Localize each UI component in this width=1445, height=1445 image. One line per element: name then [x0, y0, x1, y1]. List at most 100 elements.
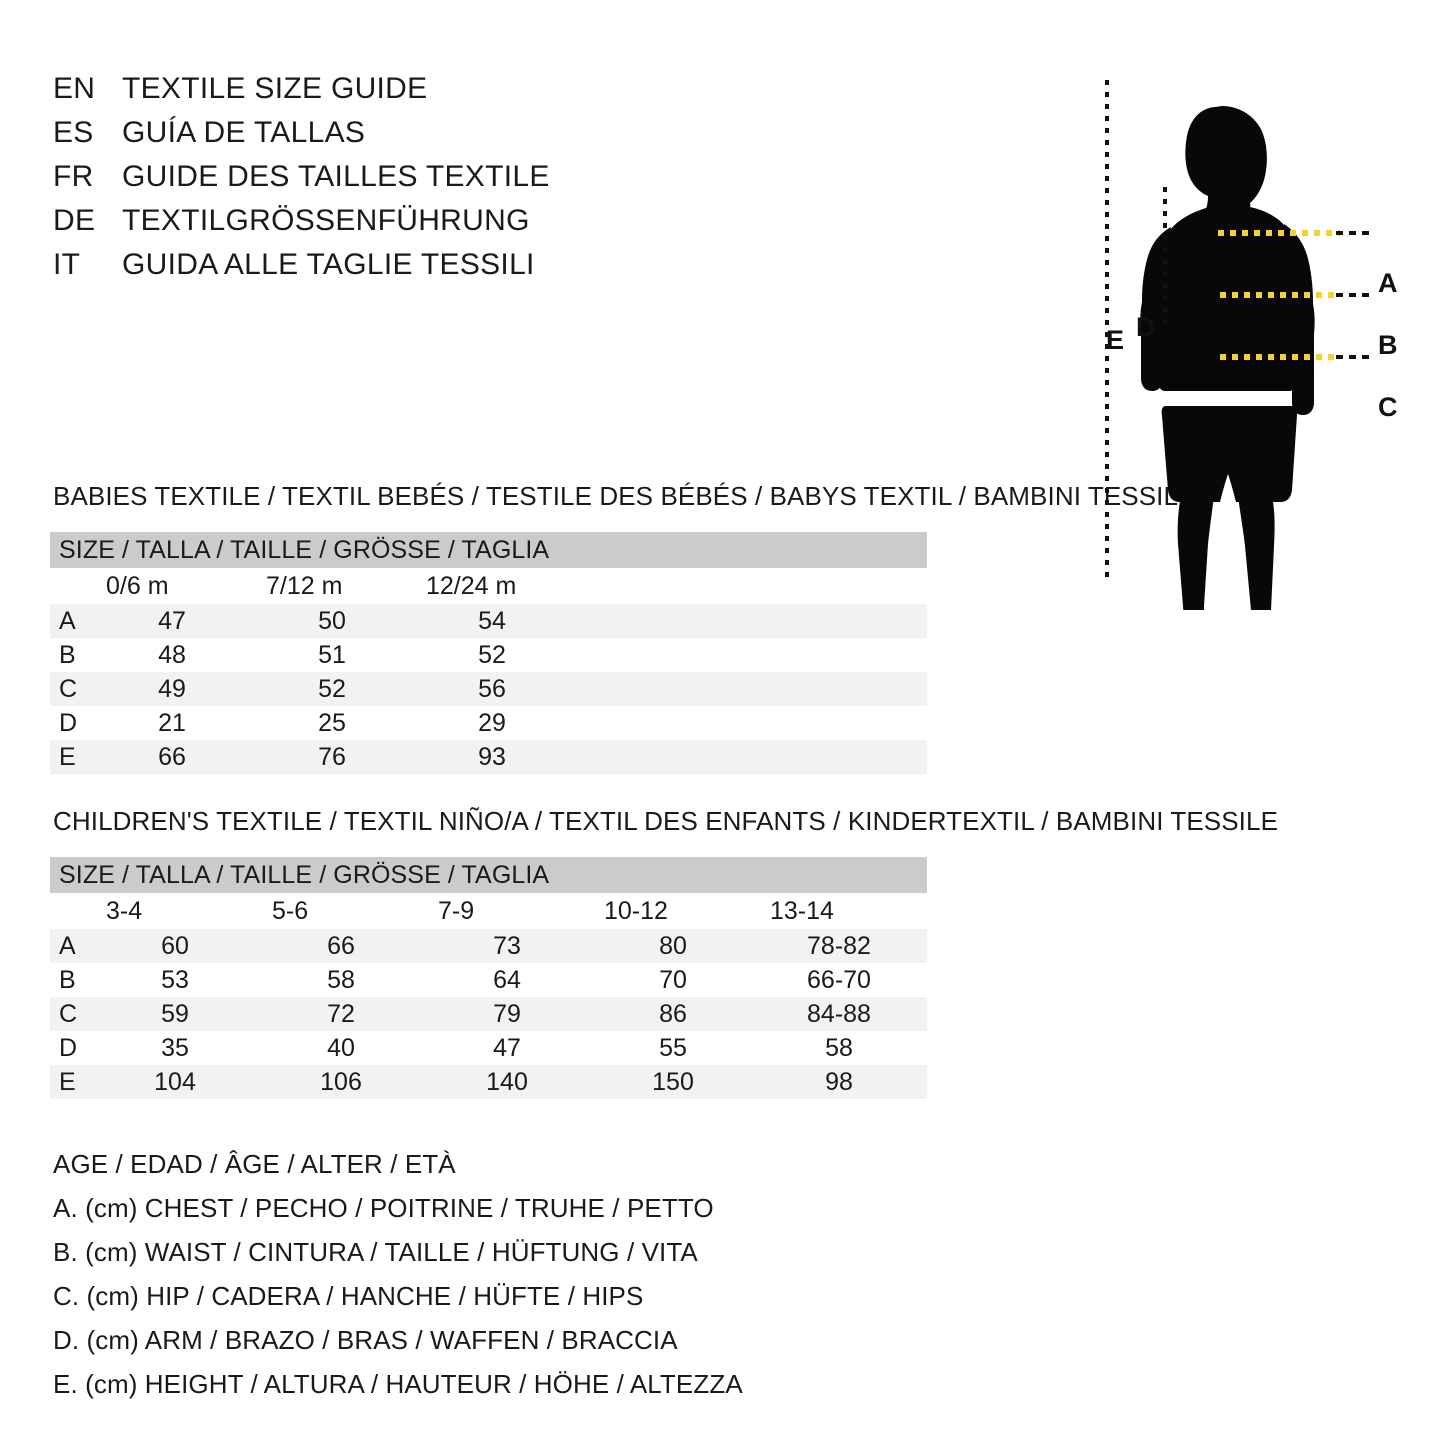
table-row: D 21 25 29: [50, 706, 927, 740]
title-lang-es: ES: [53, 116, 94, 149]
children-column-header-row: 3-4 5-6 7-9 10-12 13-14: [50, 893, 927, 929]
table-row: D 35 40 47 55 58: [50, 1031, 927, 1065]
children-col-header-3: 10-12: [604, 896, 668, 925]
babies-cell-e-2: 93: [478, 742, 506, 771]
title-lang-en: EN: [53, 72, 96, 105]
babies-cell-c-2: 56: [478, 674, 506, 703]
babies-cell-e-0: 66: [158, 742, 186, 771]
babies-cell-a-0: 47: [158, 606, 186, 635]
title-row-es: ES GUÍA DE TALLAS: [53, 116, 673, 160]
children-cell-b-0: 53: [161, 965, 189, 994]
dimension-label-c: C: [1378, 392, 1398, 422]
title-text-en: TEXTILE SIZE GUIDE: [122, 72, 428, 105]
children-cell-a-1: 66: [327, 931, 355, 960]
babies-cell-d-0: 21: [158, 708, 186, 737]
babies-cell-c-1: 52: [318, 674, 346, 703]
dimension-label-e: E: [1106, 325, 1125, 355]
children-col-header-2: 7-9: [438, 896, 475, 925]
title-text-it: GUIDA ALLE TAGLIE TESSILI: [122, 248, 535, 281]
legend-height: E. (cm) HEIGHT / ALTURA / HAUTEUR / HÖHE…: [53, 1368, 743, 1399]
babies-row-label-e: E: [59, 742, 76, 771]
legend-age: AGE / EDAD / ÂGE / ALTER / ETÀ: [53, 1148, 456, 1179]
table-row: A 47 50 54: [50, 604, 927, 638]
babies-cell-b-1: 51: [318, 640, 346, 669]
title-text-de: TEXTILGRÖSSENFÜHRUNG: [122, 204, 530, 237]
children-table-banner: SIZE / TALLA / TAILLE / GRÖSSE / TAGLIA: [50, 857, 927, 893]
title-text-es: GUÍA DE TALLAS: [122, 116, 366, 149]
children-cell-a-4: 78-82: [807, 931, 871, 960]
children-cell-a-0: 60: [161, 931, 189, 960]
children-row-label-a: A: [59, 931, 76, 960]
babies-row-label-d: D: [59, 708, 78, 737]
children-col-header-4: 13-14: [770, 896, 834, 925]
children-col-header-0: 3-4: [106, 896, 143, 925]
babies-column-header-row: 0/6 m 7/12 m 12/24 m: [50, 568, 927, 604]
children-size-table: SIZE / TALLA / TAILLE / GRÖSSE / TAGLIA …: [50, 857, 927, 1099]
children-cell-e-4: 98: [825, 1067, 853, 1096]
babies-cell-c-0: 49: [158, 674, 186, 703]
children-row-label-c: C: [59, 999, 78, 1028]
children-cell-c-3: 86: [659, 999, 687, 1028]
children-cell-d-2: 47: [493, 1033, 521, 1062]
title-block: EN TEXTILE SIZE GUIDE ES GUÍA DE TALLAS …: [53, 72, 673, 292]
children-row-label-e: E: [59, 1067, 76, 1096]
children-cell-b-4: 66-70: [807, 965, 871, 994]
babies-cell-a-1: 50: [318, 606, 346, 635]
legend-chest: A. (cm) CHEST / PECHO / POITRINE / TRUHE…: [53, 1192, 714, 1223]
children-cell-b-2: 64: [493, 965, 521, 994]
title-lang-it: IT: [53, 248, 81, 281]
babies-cell-e-1: 76: [318, 742, 346, 771]
silhouette-svg: [1105, 80, 1374, 610]
children-cell-c-4: 84-88: [807, 999, 871, 1028]
children-cell-e-1: 106: [320, 1067, 362, 1096]
title-row-en: EN TEXTILE SIZE GUIDE: [53, 72, 673, 116]
children-cell-b-3: 70: [659, 965, 687, 994]
dimension-label-b: B: [1378, 330, 1398, 360]
babies-row-label-b: B: [59, 640, 76, 669]
babies-cell-b-0: 48: [158, 640, 186, 669]
babies-cell-b-2: 52: [478, 640, 506, 669]
babies-col-header-1: 7/12 m: [266, 571, 343, 600]
babies-size-table: SIZE / TALLA / TAILLE / GRÖSSE / TAGLIA …: [50, 532, 927, 774]
babies-row-label-a: A: [59, 606, 76, 635]
children-cell-d-3: 55: [659, 1033, 687, 1062]
children-cell-d-0: 35: [161, 1033, 189, 1062]
children-cell-e-3: 150: [652, 1067, 694, 1096]
babies-cell-d-1: 25: [318, 708, 346, 737]
babies-cell-d-2: 29: [478, 708, 506, 737]
table-row: B 53 58 64 70 66-70: [50, 963, 927, 997]
children-cell-e-2: 140: [486, 1067, 528, 1096]
babies-table-banner: SIZE / TALLA / TAILLE / GRÖSSE / TAGLIA: [50, 532, 927, 568]
title-text-fr: GUIDE DES TAILLES TEXTILE: [122, 160, 550, 193]
babies-row-label-c: C: [59, 674, 78, 703]
table-row: E 104 106 140 150 98: [50, 1065, 927, 1099]
babies-col-header-0: 0/6 m: [106, 571, 169, 600]
children-cell-c-0: 59: [161, 999, 189, 1028]
legend-waist: B. (cm) WAIST / CINTURA / TAILLE / HÜFTU…: [53, 1236, 698, 1267]
measurement-legend: AGE / EDAD / ÂGE / ALTER / ETÀ A. (cm) C…: [53, 1142, 753, 1406]
babies-col-header-2: 12/24 m: [426, 571, 517, 600]
title-row-fr: FR GUIDE DES TAILLES TEXTILE: [53, 160, 673, 204]
table-row: B 48 51 52: [50, 638, 927, 672]
children-cell-a-2: 73: [493, 931, 521, 960]
child-measurement-diagram: E D A B C: [1040, 50, 1445, 610]
children-cell-b-1: 58: [327, 965, 355, 994]
table-row: A 60 66 73 80 78-82: [50, 929, 927, 963]
children-cell-c-1: 72: [327, 999, 355, 1028]
dimension-label-d: D: [1136, 312, 1156, 342]
legend-arm: D. (cm) ARM / BRAZO / BRAS / WAFFEN / BR…: [53, 1324, 678, 1355]
children-cell-c-2: 79: [493, 999, 521, 1028]
title-lang-de: DE: [53, 204, 96, 237]
title-row-it: IT GUIDA ALLE TAGLIE TESSILI: [53, 248, 673, 292]
children-cell-d-1: 40: [327, 1033, 355, 1062]
children-col-header-1: 5-6: [272, 896, 309, 925]
children-cell-d-4: 58: [825, 1033, 853, 1062]
table-row: C 49 52 56: [50, 672, 927, 706]
children-section-heading: CHILDREN'S TEXTILE / TEXTIL NIÑO/A / TEX…: [53, 806, 1279, 836]
children-cell-a-3: 80: [659, 931, 687, 960]
children-cell-e-0: 104: [154, 1067, 196, 1096]
babies-cell-a-2: 54: [478, 606, 506, 635]
legend-hip: C. (cm) HIP / CADERA / HANCHE / HÜFTE / …: [53, 1280, 644, 1311]
children-row-label-d: D: [59, 1033, 78, 1062]
